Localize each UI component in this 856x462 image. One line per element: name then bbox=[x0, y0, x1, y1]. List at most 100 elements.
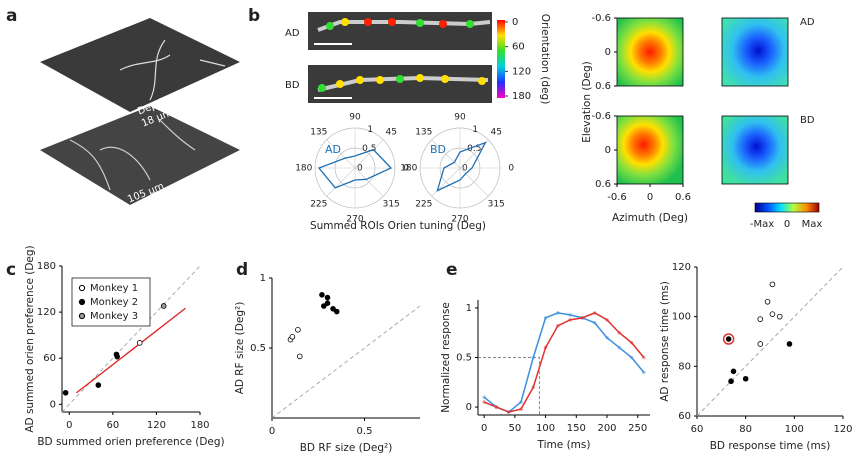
point bbox=[769, 281, 776, 288]
angle-label: 135 bbox=[310, 127, 327, 137]
angle-label: 180 bbox=[400, 164, 417, 174]
y-tick-label: 100 bbox=[672, 312, 691, 323]
x-tick-label: 0 bbox=[647, 192, 653, 203]
point bbox=[160, 303, 167, 309]
y-tick-label: 60 bbox=[43, 353, 56, 364]
x-tick-label: 200 bbox=[597, 423, 616, 434]
colorbar-label: 0 bbox=[784, 219, 790, 230]
imaging-planes: Depth 18 μm 105 μm bbox=[40, 18, 240, 206]
point bbox=[296, 353, 303, 360]
legend-marker bbox=[78, 298, 86, 306]
panel-label: e bbox=[446, 260, 458, 280]
row-label: AD bbox=[800, 17, 815, 28]
r-tick-label: 1 bbox=[472, 125, 478, 135]
neurites bbox=[69, 119, 196, 191]
x-tick-label: 0.5 bbox=[357, 426, 373, 437]
x-tick-label: 60 bbox=[691, 424, 704, 435]
y-tick-label: 0 bbox=[50, 399, 56, 410]
angle-label: 135 bbox=[415, 127, 432, 137]
point bbox=[764, 298, 771, 305]
x-axis-label: BD RF size (Deg²) bbox=[300, 442, 393, 454]
x-axis-label: Time (ms) bbox=[537, 439, 591, 451]
rf-map bbox=[616, 115, 684, 185]
point bbox=[725, 336, 732, 342]
point bbox=[330, 305, 336, 312]
x-tick-label: 50 bbox=[508, 423, 521, 434]
y-tick-label: 60 bbox=[678, 411, 691, 422]
point bbox=[324, 300, 331, 307]
neurites bbox=[119, 39, 226, 101]
point bbox=[730, 368, 737, 375]
legend-label: Monkey 3 bbox=[90, 311, 138, 322]
row-label: AD bbox=[285, 28, 300, 39]
y-tick-label: 0 bbox=[466, 402, 472, 413]
point bbox=[320, 303, 327, 309]
y-tick-label: 80 bbox=[678, 361, 691, 372]
guide-line bbox=[478, 357, 540, 415]
point bbox=[319, 291, 325, 298]
angle-label: 45 bbox=[385, 127, 396, 137]
x-tick-label: 150 bbox=[567, 423, 586, 434]
row-label: BD bbox=[285, 80, 300, 91]
rois bbox=[318, 74, 486, 92]
y-axis-label: Elevation (Deg) bbox=[581, 61, 593, 143]
panel-label: a bbox=[6, 6, 17, 26]
y-tick-label: 180 bbox=[37, 261, 56, 272]
angle-label: 270 bbox=[346, 215, 363, 225]
point bbox=[95, 382, 102, 388]
x-tick-label: 0 bbox=[269, 426, 275, 437]
x-tick-label: 100 bbox=[785, 424, 804, 435]
rf-map bbox=[616, 17, 684, 87]
x-tick-label: 120 bbox=[147, 420, 166, 431]
r-tick-label: 0.5 bbox=[467, 144, 481, 154]
colorbar-tick-label: 180 bbox=[512, 91, 531, 102]
tuning-curve bbox=[436, 141, 487, 192]
lower-plane bbox=[40, 106, 240, 205]
legend-label: Monkey 1 bbox=[90, 283, 138, 294]
fit-line bbox=[76, 307, 186, 394]
r-tick-label: 0 bbox=[462, 164, 468, 174]
x-tick-label: 0.6 bbox=[675, 192, 691, 203]
y-tick-label: 1 bbox=[260, 273, 266, 284]
y-tick-label: 0.5 bbox=[456, 353, 472, 364]
legend-label: Monkey 2 bbox=[90, 297, 138, 308]
r-tick-label: 0 bbox=[357, 164, 363, 174]
x-tick-label: 250 bbox=[628, 423, 647, 434]
panel-label: d bbox=[236, 260, 248, 280]
polar-spoke bbox=[354, 167, 384, 197]
point bbox=[776, 313, 783, 320]
polar-spoke bbox=[431, 139, 461, 169]
polar-spoke bbox=[459, 139, 489, 169]
point bbox=[114, 353, 120, 360]
rf-map bbox=[721, 17, 789, 87]
angle-label: 0 bbox=[403, 164, 409, 174]
colorbar-tick-label: 120 bbox=[512, 66, 531, 77]
polar-label: BD bbox=[430, 143, 446, 156]
point bbox=[333, 308, 340, 315]
y-tick-label: 120 bbox=[672, 262, 691, 273]
row-label: BD bbox=[800, 115, 815, 126]
point bbox=[757, 341, 764, 347]
angle-label: 270 bbox=[451, 215, 468, 225]
legend-marker bbox=[78, 284, 86, 292]
point bbox=[324, 294, 331, 301]
x-tick-label: 180 bbox=[190, 420, 209, 431]
angle-label: 315 bbox=[488, 200, 505, 210]
response-curve bbox=[483, 312, 645, 413]
colorbar bbox=[754, 202, 820, 213]
x-tick-label: -0.6 bbox=[607, 192, 627, 203]
x-tick-label: 120 bbox=[833, 424, 852, 435]
angle-label: 225 bbox=[310, 200, 327, 210]
colorbar-title: Orientation (deg) bbox=[539, 14, 551, 105]
x-axis-label: Azimuth (Deg) bbox=[612, 212, 688, 224]
rois bbox=[326, 18, 474, 30]
identity-line bbox=[61, 265, 201, 413]
x-tick-label: 80 bbox=[739, 424, 752, 435]
highlight-ring bbox=[722, 333, 735, 345]
polar-label: AD bbox=[325, 143, 341, 156]
point bbox=[757, 316, 764, 322]
x-tick-label: 0 bbox=[66, 420, 72, 431]
y-tick-label: -0.6 bbox=[591, 13, 611, 24]
legend-marker bbox=[78, 312, 86, 320]
point bbox=[742, 375, 749, 382]
